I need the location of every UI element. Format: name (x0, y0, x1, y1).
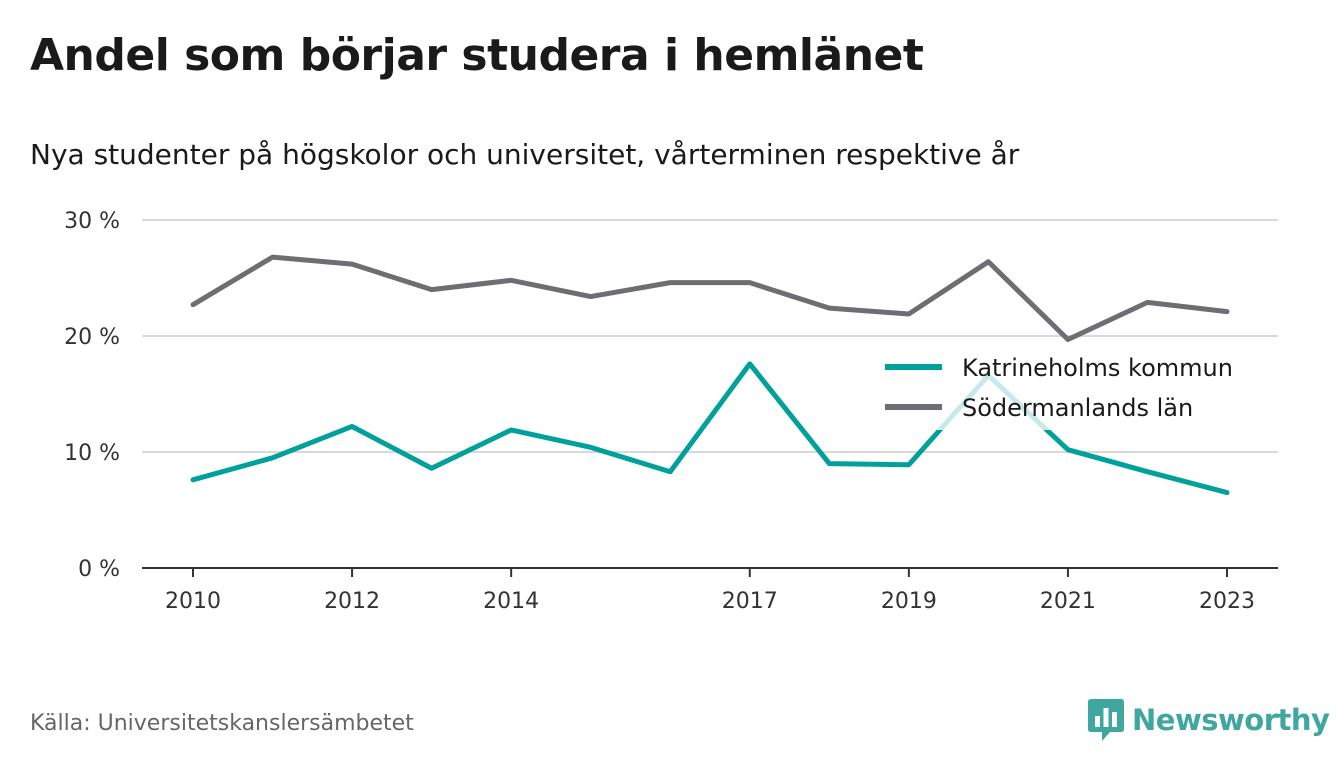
y-axis-tick-labels: 0 % 10 % 20 % 30 % (64, 209, 120, 582)
bar-chart-icon (1088, 699, 1124, 741)
legend-label: Södermanlands län (962, 394, 1193, 422)
brand-name: Newsworthy (1132, 703, 1330, 737)
source-note: Källa: Universitetskanslersämbetet (30, 711, 414, 736)
y-tick-label: 30 % (64, 209, 120, 234)
chart-subtitle: Nya studenter på högskolor och universit… (30, 138, 1020, 171)
x-tick-label: 2014 (483, 589, 539, 614)
x-tick-label: 2012 (324, 589, 380, 614)
y-tick-label: 0 % (78, 557, 120, 582)
legend: Katrineholms kommun Södermanlands län (870, 345, 1270, 430)
series-line-1 (190, 361, 1230, 496)
legend-label: Katrineholms kommun (962, 354, 1233, 382)
y-tick-label: 10 % (64, 441, 120, 466)
x-tick-label: 2017 (722, 589, 778, 614)
chart-title: Andel som börjar studera i hemlänet (30, 30, 924, 81)
x-axis (142, 567, 1278, 577)
x-tick-label: 2010 (165, 589, 221, 614)
x-tick-label: 2021 (1040, 589, 1096, 614)
legend-background (870, 345, 1270, 430)
grid-lines (142, 219, 1278, 453)
y-tick-label: 20 % (64, 325, 120, 350)
brand-logo: Newsworthy (1088, 699, 1330, 741)
x-tick-label: 2023 (1199, 589, 1255, 614)
line-chart: 0 % 10 % 20 % 30 % 2010 2012 2014 2017 2019 2021… (64, 209, 1278, 614)
x-tick-label: 2019 (881, 589, 937, 614)
series-line-2 (190, 254, 1230, 342)
series-lines (190, 254, 1230, 496)
x-axis-tick-labels: 2010 2012 2014 2017 2019 2021 2023 (165, 589, 1255, 614)
